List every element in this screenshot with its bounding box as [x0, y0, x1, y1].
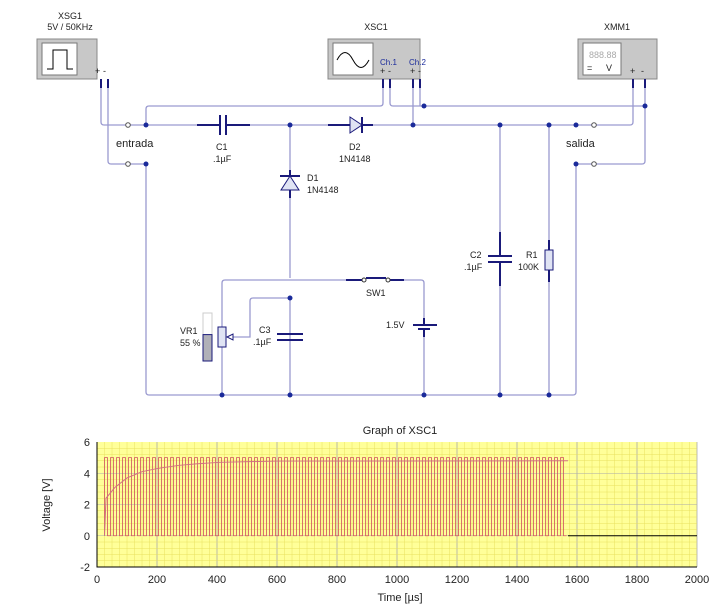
- vr1-value: 55 %: [180, 338, 201, 348]
- x-tick-label: 200: [148, 574, 166, 586]
- xsg1-setting: 5V / 50KHz: [47, 22, 93, 32]
- x-tick-label: 400: [208, 574, 226, 586]
- xmm1-minus: -: [641, 66, 644, 76]
- c1-value: .1µF: [213, 154, 232, 164]
- xsg1-minus: -: [103, 66, 106, 76]
- y-tick-label: 0: [84, 531, 90, 543]
- y-tick-label: 2: [84, 500, 90, 512]
- y-tick-label: -2: [80, 562, 90, 574]
- diode-d2[interactable]: D2 1N4148: [328, 116, 373, 164]
- vr1-level: [202, 334, 213, 362]
- xsg1-plus: +: [95, 66, 100, 76]
- trace-series-0: [104, 457, 567, 537]
- d1-label: D1: [307, 173, 319, 183]
- xsc1-label: XSC1: [364, 22, 388, 32]
- x-tick-label: 1800: [625, 574, 649, 586]
- sw1-label: SW1: [366, 288, 386, 298]
- xmm1-plus: +: [630, 66, 635, 76]
- ch1-minus: -: [388, 66, 391, 76]
- diode-d1[interactable]: D1 1N4148: [280, 170, 339, 198]
- entrada-label: entrada: [116, 138, 154, 150]
- d2-value: 1N4148: [339, 154, 371, 164]
- r1-label: R1: [526, 250, 538, 260]
- switch-sw1[interactable]: SW1: [346, 277, 404, 298]
- salida-label: salida: [566, 138, 596, 150]
- function-generator-xsg1[interactable]: XSG1 5V / 50KHz + -: [36, 11, 106, 80]
- potentiometer-vr1[interactable]: VR1 55 %: [180, 312, 234, 362]
- salida-terminal-top[interactable]: [591, 122, 597, 128]
- vr1-label: VR1: [180, 326, 198, 336]
- d1-value: 1N4148: [307, 185, 339, 195]
- r1-value: 100K: [518, 262, 539, 272]
- battery-value: 1.5V: [386, 320, 405, 330]
- x-tick-label: 0: [94, 574, 100, 586]
- salida-terminal-bottom[interactable]: [591, 161, 597, 167]
- x-tick-label: 1200: [445, 574, 469, 586]
- capacitor-c2[interactable]: C2 .1µF: [464, 232, 512, 286]
- c1-label: C1: [216, 142, 228, 152]
- x-tick-label: 600: [268, 574, 286, 586]
- oscilloscope-xsc1[interactable]: XSC1 Ch.1 Ch.2 + - + -: [327, 22, 426, 80]
- x-tick-label: 2000: [685, 574, 709, 586]
- wires: [100, 88, 646, 396]
- battery-1-5v[interactable]: 1.5V: [386, 318, 437, 337]
- c3-label: C3: [259, 325, 271, 335]
- axes: [96, 442, 697, 568]
- c2-label: C2: [470, 250, 482, 260]
- sine-wave-icon: [336, 52, 370, 68]
- y-axis-label: Voltage [V]: [41, 478, 53, 531]
- ch2-plus: +: [410, 66, 415, 76]
- meter-display: 888.88: [589, 50, 617, 60]
- x-tick-label: 1400: [505, 574, 529, 586]
- entrada-terminal-bottom[interactable]: [125, 161, 131, 167]
- x-axis-label: Time [µs]: [377, 592, 422, 604]
- chart-title: Graph of XSC1: [363, 425, 438, 437]
- x-tick-label: 800: [328, 574, 346, 586]
- d2-label: D2: [349, 142, 361, 152]
- x-tick-label: 1000: [385, 574, 409, 586]
- y-tick-label: 4: [84, 468, 90, 480]
- c2-value: .1µF: [464, 262, 483, 272]
- x-tick-label: 1600: [565, 574, 589, 586]
- oscilloscope-graph: Graph of XSC1 0 200 400 600 800 1000 1200 1400 1…: [41, 425, 709, 604]
- square-wave-icon: [47, 49, 73, 70]
- ch2-minus: -: [418, 66, 421, 76]
- ch1-label: Ch.1: [380, 58, 397, 67]
- ch1-plus: +: [380, 66, 385, 76]
- xsg1-label: XSG1: [58, 11, 82, 21]
- y-tick-label: 6: [84, 437, 90, 449]
- ch2-label: Ch.2: [409, 58, 426, 67]
- xmm1-label: XMM1: [604, 22, 630, 32]
- c3-value: .1µF: [253, 337, 272, 347]
- capacitor-c3[interactable]: C3 .1µF: [253, 325, 303, 347]
- meter-unit: V: [606, 63, 612, 73]
- multimeter-xmm1[interactable]: XMM1 888.88 = V + -: [577, 22, 658, 80]
- capacitor-c1[interactable]: C1 .1µF: [197, 115, 250, 164]
- junction-dots: [143, 103, 648, 398]
- trace-series-1: [104, 460, 569, 536]
- entrada-terminal-top[interactable]: [125, 122, 131, 128]
- meter-mode: =: [587, 63, 592, 73]
- resistor-r1[interactable]: R1 100K: [518, 240, 554, 282]
